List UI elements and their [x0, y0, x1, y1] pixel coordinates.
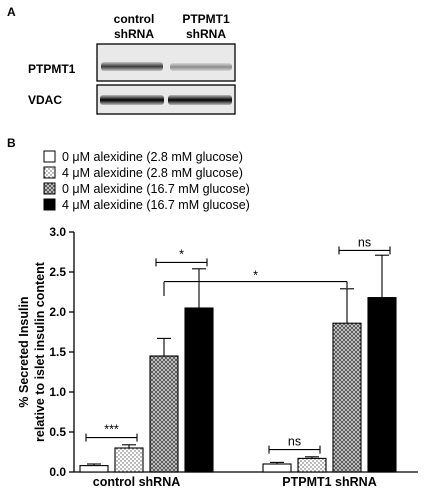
y-tick-label: 1.5: [49, 345, 66, 359]
legend-label-3: 4 μM alexidine (16.7 mM glucose): [62, 198, 250, 212]
bar-1-2: [332, 322, 362, 473]
blot-image-ptpmt1: [96, 43, 236, 82]
legend-label-2: 0 μM alexidine (16.7 mM glucose): [62, 182, 250, 196]
significance-bracket-4: ns: [338, 235, 391, 255]
significance-bracket-0: ***: [85, 423, 138, 442]
y-tick-label: 0.5: [49, 425, 66, 439]
blot-row-label-vdac: VDAC: [28, 93, 62, 107]
panel-b-letter: B: [7, 136, 16, 150]
blot-band-ptpmt1-control: [101, 62, 163, 71]
legend-swatch-3: [43, 198, 56, 211]
significance-label-3: ns: [288, 435, 301, 449]
significance-bracket-2: *: [163, 269, 348, 296]
blot-band-vdac-knockdown: [168, 95, 232, 105]
bar-0-0: [79, 465, 109, 473]
category-label-1: PTPMT1 shRNA: [282, 475, 376, 488]
significance-label-2: *: [253, 269, 258, 283]
y-tick-label: 2.5: [49, 265, 66, 279]
blot-band-vdac-control: [100, 95, 164, 105]
bar-0-2: [149, 355, 179, 473]
significance-bracket-1: *: [155, 247, 208, 267]
bar-1-3: [367, 297, 397, 473]
blot-image-vdac: [96, 84, 236, 115]
bar-0-1: [114, 447, 144, 473]
y-tick-label: 3.0: [49, 225, 66, 239]
bar-1-0: [262, 463, 292, 473]
significance-label-4: ns: [358, 235, 371, 249]
lane-label-control-line1: control: [114, 12, 155, 26]
lane-label-ptpmt1-line2: shRNA: [186, 27, 226, 41]
bar-1-1: [297, 457, 327, 473]
legend-swatch-0: [43, 150, 56, 163]
blot-row-label-ptpmt1: PTPMT1: [28, 62, 76, 76]
legend-label-0: 0 μM alexidine (2.8 mM glucose): [62, 150, 243, 164]
panel-a-letter: A: [7, 5, 16, 19]
legend-swatch-2: [43, 182, 56, 195]
bar-0-3: [184, 307, 214, 473]
y-tick-label: 2.0: [49, 305, 66, 319]
legend-item-2: 0 μM alexidine (16.7 mM glucose): [43, 182, 250, 196]
plot-area: 0.0 0.5 1.0 1.5 2.0 2.5 3.0 control shRNA PTPMT1…: [49, 225, 418, 488]
legend: 0 μM alexidine (2.8 mM glucose) 4 μM ale…: [43, 150, 250, 212]
lane-label-control-line2: shRNA: [114, 27, 154, 41]
legend-label-1: 4 μM alexidine (2.8 mM glucose): [62, 166, 243, 180]
significance-label-0: ***: [104, 423, 119, 437]
category-label-0: control shRNA: [93, 475, 181, 488]
blot-band-ptpmt1-knockdown: [170, 63, 232, 71]
lane-label-ptpmt1-line1: PTPMT1: [182, 12, 230, 26]
significance-label-1: *: [179, 247, 184, 261]
legend-item-3: 4 μM alexidine (16.7 mM glucose): [43, 198, 250, 212]
significance-bracket-3: ns: [268, 435, 321, 454]
y-axis-title-line2: relative to islet insulin content: [33, 261, 47, 442]
legend-item-0: 0 μM alexidine (2.8 mM glucose): [43, 150, 243, 164]
legend-swatch-1: [43, 166, 56, 179]
y-axis-title-line1: % Secreted Insulin: [17, 296, 31, 407]
legend-item-1: 4 μM alexidine (2.8 mM glucose): [43, 166, 243, 180]
y-tick-label: 0.0: [49, 465, 66, 479]
y-tick-label: 1.0: [49, 385, 66, 399]
